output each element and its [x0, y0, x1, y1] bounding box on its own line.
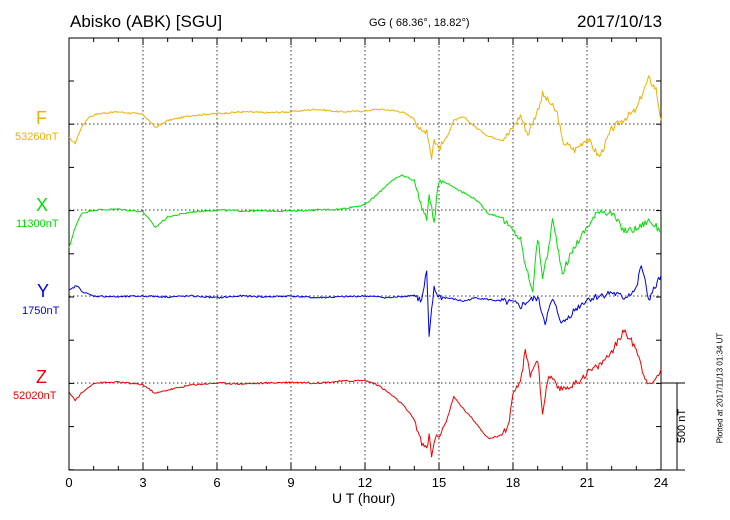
plotted-timestamp: Plotted at 2017/11/13 01:34 UT: [715, 332, 725, 444]
x-tick-label-3: 3: [139, 475, 147, 490]
x-tick-label-6: 6: [213, 475, 221, 490]
scale-bar-label: 500 nT: [676, 408, 688, 444]
series-line-f: [68, 75, 662, 160]
series-line-x: [68, 174, 662, 293]
series-label-y: Y: [37, 281, 50, 301]
x-tick-label-18: 18: [505, 475, 521, 490]
date-label: 2017/10/13: [577, 12, 663, 31]
scale-bar: [661, 382, 685, 471]
series-line-y: [68, 265, 662, 337]
x-tick-label-21: 21: [579, 475, 595, 490]
coordinates: GG ( 68.36°, 18.82°): [369, 17, 470, 29]
series-lines: [68, 75, 662, 458]
x-axis-label: U T (hour): [332, 490, 396, 506]
series-baseline-y: 1750nT: [22, 305, 60, 317]
series-baseline-x: 11300nT: [16, 218, 59, 230]
series-line-z: [68, 329, 662, 458]
x-tick-label-9: 9: [287, 475, 295, 490]
vertical-gridlines: [142, 38, 588, 470]
x-tick-label-15: 15: [431, 475, 447, 490]
station-title: Abisko (ABK) [SGU]: [70, 12, 223, 31]
series-label-x: X: [36, 195, 49, 215]
series-label-f: F: [36, 108, 47, 128]
x-tick-label-24: 24: [653, 475, 669, 490]
series-baseline-z: 52020nT: [13, 390, 57, 402]
series-label-z: Z: [36, 367, 47, 387]
axis-ticks: [68, 38, 662, 471]
x-tick-label-12: 12: [357, 475, 373, 490]
x-tick-label-0: 0: [65, 475, 73, 490]
series-baseline-f: 53260nT: [15, 131, 59, 143]
